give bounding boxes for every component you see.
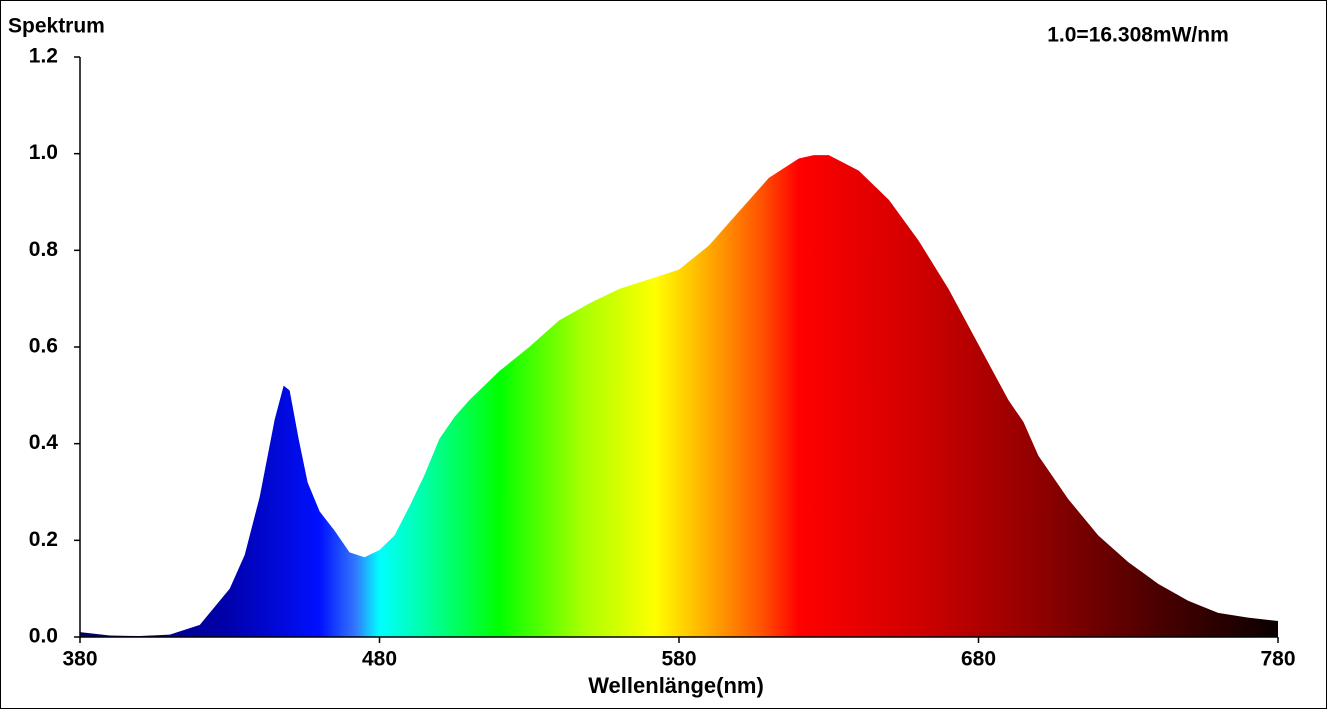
plot: 0.0 0.2 0.4 0.6 0.8 1.0 1.2 380 480 580 680 780 [29, 45, 1296, 671]
spectrum-area [80, 155, 1278, 637]
annotation: 1.0=16.308mW/nm [1047, 24, 1229, 47]
y-tick-label: 0.4 [29, 431, 59, 454]
chart-title: Spektrum [8, 15, 105, 38]
x-tick-label: 680 [961, 648, 996, 671]
y-tick-label: 0.6 [29, 335, 58, 358]
x-tick-label: 780 [1260, 648, 1295, 671]
y-tick-label: 0.8 [29, 238, 59, 261]
x-tick-label: 580 [661, 648, 696, 671]
y-tick-label: 0.2 [29, 528, 58, 551]
y-tick-label: 1.2 [29, 45, 58, 68]
y-tick-label: 0.0 [29, 625, 58, 648]
x-tick-label: 480 [362, 648, 397, 671]
x-axis-label: Wellenlänge(nm) [588, 673, 764, 698]
y-tick-label: 1.0 [29, 141, 58, 164]
x-tick-label: 380 [62, 648, 97, 671]
